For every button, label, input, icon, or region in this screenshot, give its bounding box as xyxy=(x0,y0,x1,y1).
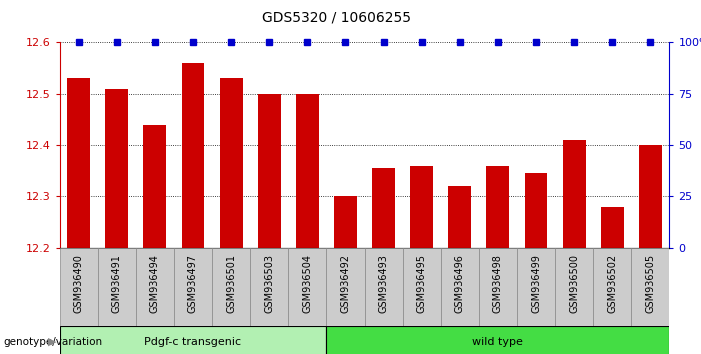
FancyBboxPatch shape xyxy=(288,248,327,326)
Bar xyxy=(601,207,624,248)
FancyBboxPatch shape xyxy=(327,248,365,326)
Text: GSM936502: GSM936502 xyxy=(607,254,618,313)
Text: GSM936505: GSM936505 xyxy=(646,254,655,313)
Text: GSM936493: GSM936493 xyxy=(379,254,388,313)
FancyBboxPatch shape xyxy=(136,248,174,326)
FancyBboxPatch shape xyxy=(250,248,288,326)
Text: GSM936496: GSM936496 xyxy=(455,254,465,313)
FancyBboxPatch shape xyxy=(212,248,250,326)
Bar xyxy=(219,79,243,248)
Bar xyxy=(410,166,433,248)
Bar xyxy=(524,173,547,248)
Text: GSM936495: GSM936495 xyxy=(416,254,427,313)
Bar xyxy=(486,166,510,248)
Bar xyxy=(327,326,669,354)
FancyBboxPatch shape xyxy=(365,248,402,326)
Text: GSM936497: GSM936497 xyxy=(188,254,198,313)
FancyBboxPatch shape xyxy=(97,248,136,326)
Text: GSM936490: GSM936490 xyxy=(74,254,83,313)
Bar xyxy=(144,125,166,248)
Bar xyxy=(334,196,357,248)
Text: GSM936503: GSM936503 xyxy=(264,254,274,313)
Text: GSM936504: GSM936504 xyxy=(302,254,313,313)
FancyBboxPatch shape xyxy=(402,248,441,326)
FancyBboxPatch shape xyxy=(632,248,669,326)
Text: GSM936492: GSM936492 xyxy=(341,254,350,313)
Bar xyxy=(258,94,280,248)
Text: GSM936499: GSM936499 xyxy=(531,254,541,313)
FancyBboxPatch shape xyxy=(555,248,593,326)
FancyBboxPatch shape xyxy=(479,248,517,326)
Bar xyxy=(60,326,327,354)
Text: wild type: wild type xyxy=(472,337,524,347)
Bar xyxy=(639,145,662,248)
Bar xyxy=(563,140,585,248)
Text: Pdgf-c transgenic: Pdgf-c transgenic xyxy=(144,337,242,347)
Bar xyxy=(449,186,471,248)
Bar xyxy=(296,94,319,248)
FancyBboxPatch shape xyxy=(60,248,97,326)
FancyBboxPatch shape xyxy=(441,248,479,326)
Text: GSM936501: GSM936501 xyxy=(226,254,236,313)
Bar xyxy=(182,63,205,248)
Text: GSM936498: GSM936498 xyxy=(493,254,503,313)
FancyBboxPatch shape xyxy=(174,248,212,326)
Text: GSM936491: GSM936491 xyxy=(111,254,122,313)
Bar xyxy=(372,168,395,248)
Text: genotype/variation: genotype/variation xyxy=(4,337,102,347)
Text: GDS5320 / 10606255: GDS5320 / 10606255 xyxy=(262,11,411,25)
Text: ▶: ▶ xyxy=(48,337,56,347)
Bar xyxy=(67,79,90,248)
Text: GSM936500: GSM936500 xyxy=(569,254,579,313)
Bar xyxy=(105,89,128,248)
Text: GSM936494: GSM936494 xyxy=(150,254,160,313)
FancyBboxPatch shape xyxy=(593,248,632,326)
FancyBboxPatch shape xyxy=(517,248,555,326)
